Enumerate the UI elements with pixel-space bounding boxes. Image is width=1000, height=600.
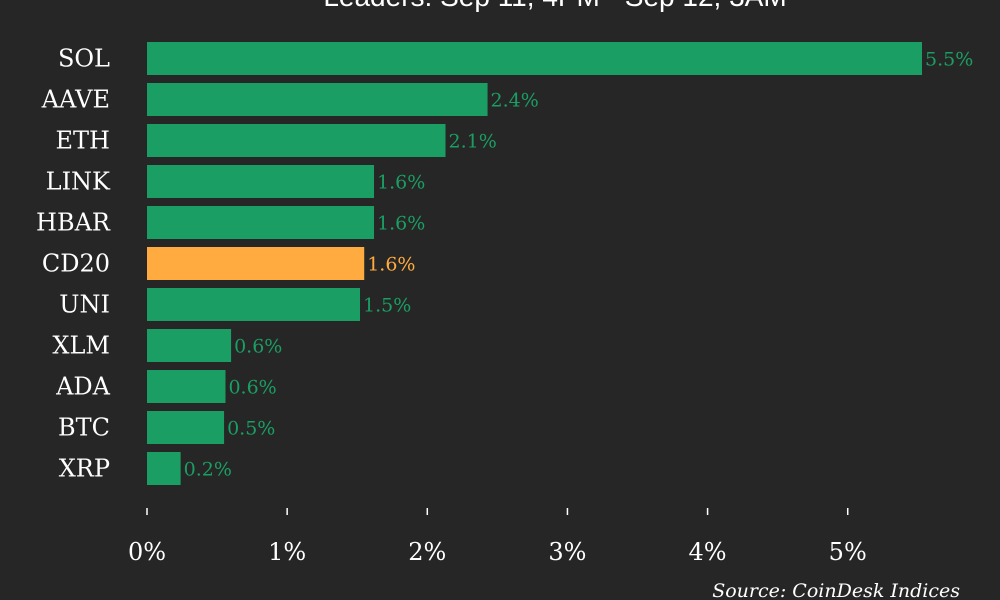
category-label-xrp: XRP <box>59 455 110 483</box>
x-tick-label-2: 2% <box>408 538 446 566</box>
value-label-xlm: 0.6% <box>234 336 282 358</box>
value-labels: 5.5% 2.4% 2.1% 1.6% 1.6% 1.6% 1.5% 0.6% 0.6% 0.5%… <box>184 49 974 481</box>
bar-cd20 <box>147 247 365 280</box>
value-label-aave: 2.4% <box>491 90 539 112</box>
category-label-uni: UNI <box>59 291 110 319</box>
category-label-ada: ADA <box>55 373 111 401</box>
source-note: Source: CoinDesk Indices <box>712 580 960 600</box>
category-label-hbar: HBAR <box>36 209 111 237</box>
bar-btc <box>147 411 225 444</box>
x-tick-label-0: 0% <box>128 538 166 566</box>
bars-group <box>147 42 922 485</box>
value-label-cd20: 1.6% <box>367 254 415 276</box>
value-label-uni: 1.5% <box>363 295 411 317</box>
bar-ada <box>147 370 226 403</box>
value-label-eth: 2.1% <box>449 131 497 153</box>
category-label-eth: ETH <box>56 127 110 155</box>
chart-title: Leaders: Sep 11, 4PM - Sep 12, 3AM <box>323 0 786 12</box>
bar-uni <box>147 288 361 321</box>
category-label-link: LINK <box>46 168 111 196</box>
category-label-xlm: XLM <box>52 332 110 360</box>
bar-xrp <box>147 452 181 485</box>
bar-hbar <box>147 206 375 239</box>
x-axis: 0% 1% 2% 3% 4% 5% <box>128 508 867 566</box>
category-label-cd20: CD20 <box>42 250 110 278</box>
x-tick-label-5: 5% <box>829 538 867 566</box>
value-label-sol: 5.5% <box>925 49 973 71</box>
value-label-link: 1.6% <box>377 172 425 194</box>
x-tick-label-1: 1% <box>268 538 306 566</box>
x-tick-label-3: 3% <box>548 538 586 566</box>
bar-xlm <box>147 329 232 362</box>
category-label-sol: SOL <box>58 45 110 73</box>
bar-aave <box>147 83 488 116</box>
category-label-btc: BTC <box>58 414 110 442</box>
value-label-ada: 0.6% <box>228 377 276 399</box>
value-label-xrp: 0.2% <box>184 459 232 481</box>
bar-sol <box>147 42 922 75</box>
x-tick-label-4: 4% <box>689 538 727 566</box>
bar-link <box>147 165 375 198</box>
bar-eth <box>147 124 446 157</box>
category-label-aave: AAVE <box>41 86 110 114</box>
value-label-btc: 0.5% <box>227 418 275 440</box>
category-labels: SOL AAVE ETH LINK HBAR CD20 UNI XLM ADA BTC XRP <box>36 45 111 483</box>
value-label-hbar: 1.6% <box>377 213 425 235</box>
